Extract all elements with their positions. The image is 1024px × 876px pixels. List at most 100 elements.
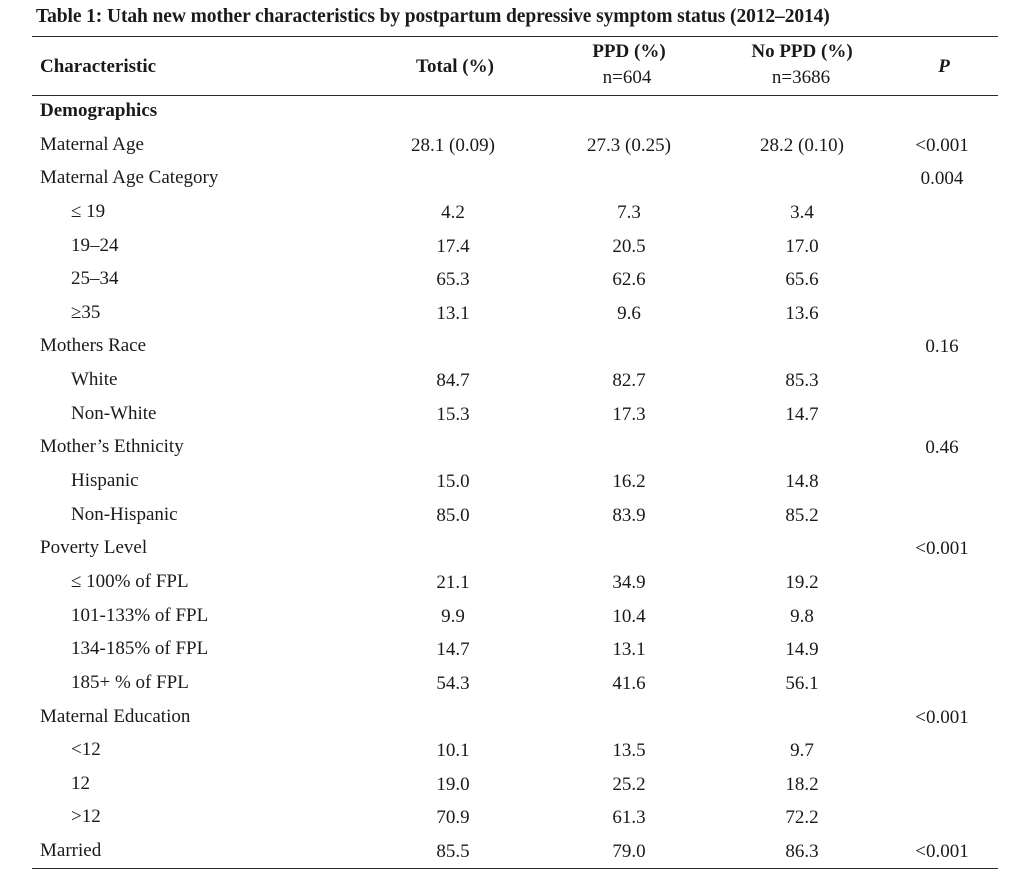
cell-noppd: 13.6: [785, 302, 819, 324]
cell-ppd: 41.6: [612, 672, 646, 694]
cell-ppd: 9.6: [617, 302, 641, 324]
cell-noppd: 19.2: [785, 571, 819, 593]
cell-ppd: 13.1: [612, 639, 646, 661]
cell-p: <0.001: [915, 134, 969, 156]
table-row: White 84.7 82.7 85.3: [0, 364, 1024, 398]
row-label: 134-185% of FPL: [71, 638, 209, 660]
row-label: 12: [71, 772, 90, 794]
cell-noppd: 28.2 (0.10): [760, 134, 844, 156]
cell-noppd: 14.9: [785, 639, 819, 661]
table-row: 101-133% of FPL 9.9 10.4 9.8: [0, 600, 1024, 634]
table-row: Mother’s Ethnicity 0.46: [0, 431, 1024, 465]
row-label: Mother’s Ethnicity: [40, 436, 184, 458]
table-row: 12 19.0 25.2 18.2: [0, 768, 1024, 802]
cell-noppd: 14.7: [785, 403, 819, 425]
cell-ppd: 13.5: [612, 740, 646, 762]
cell-noppd: 72.2: [785, 807, 819, 829]
row-label: Married: [40, 840, 102, 862]
top-rule: [32, 36, 998, 37]
cell-ppd: 62.6: [612, 269, 646, 291]
table-row: 134-185% of FPL 14.7 13.1 14.9: [0, 633, 1024, 667]
cell-ppd: 79.0: [612, 841, 646, 863]
cell-noppd: 17.0: [785, 235, 819, 257]
cell-noppd: 9.8: [790, 605, 814, 627]
row-label: 25–34: [71, 268, 119, 290]
table-row: Hispanic 15.0 16.2 14.8: [0, 465, 1024, 499]
cell-ppd: 17.3: [612, 403, 646, 425]
header-noppd: No PPD (%): [751, 41, 853, 62]
bottom-rule: [32, 868, 998, 869]
cell-total: 4.2: [441, 201, 465, 223]
cell-total: 13.1: [436, 302, 470, 324]
cell-ppd: 10.4: [612, 605, 646, 627]
header-ppd: PPD (%): [592, 41, 666, 62]
header-p: P: [938, 56, 950, 77]
header-total: Total (%): [416, 56, 494, 77]
cell-ppd: 16.2: [612, 471, 646, 493]
cell-ppd: 25.2: [612, 773, 646, 795]
cell-ppd: 61.3: [612, 807, 646, 829]
cell-noppd: 18.2: [785, 773, 819, 795]
header-noppd-n: n=3686: [771, 67, 831, 88]
table-row: Mothers Race 0.16: [0, 330, 1024, 364]
table-row: Poverty Level <0.001: [0, 532, 1024, 566]
cell-noppd: 85.2: [785, 504, 819, 526]
row-label: Mothers Race: [40, 335, 147, 357]
cell-p: <0.001: [915, 841, 969, 863]
cell-ppd: 82.7: [612, 370, 646, 392]
cell-total: 15.0: [436, 471, 470, 493]
cell-total: 28.1 (0.09): [411, 134, 495, 156]
table-row: Demographics: [0, 95, 1024, 129]
cell-ppd: 83.9: [612, 504, 646, 526]
cell-p: <0.001: [915, 538, 969, 560]
cell-p: 0.16: [925, 336, 959, 358]
cell-noppd: 9.7: [790, 740, 814, 762]
header-characteristic: Characteristic: [40, 56, 157, 77]
table-row: Maternal Age 28.1 (0.09) 27.3 (0.25) 28.…: [0, 129, 1024, 163]
cell-total: 85.5: [436, 841, 470, 863]
table-row: 25–34 65.3 62.6 65.6: [0, 263, 1024, 297]
cell-total: 65.3: [436, 269, 470, 291]
cell-noppd: 85.3: [785, 370, 819, 392]
cell-total: 15.3: [436, 403, 470, 425]
table-row: 185+ % of FPL 54.3 41.6 56.1: [0, 667, 1024, 701]
cell-total: 14.7: [436, 639, 470, 661]
cell-total: 84.7: [436, 370, 470, 392]
row-label: Demographics: [40, 100, 158, 121]
table-row: ≤ 100% of FPL 21.1 34.9 19.2: [0, 566, 1024, 600]
table-body: Demographics Maternal Age 28.1 (0.09) 27…: [0, 95, 1024, 869]
cell-noppd: 3.4: [790, 201, 814, 223]
cell-total: 54.3: [436, 672, 470, 694]
row-label: ≥35: [71, 301, 101, 323]
cell-total: 70.9: [436, 807, 470, 829]
row-label: Non-Hispanic: [71, 503, 178, 525]
row-label: Maternal Education: [40, 705, 191, 727]
row-label: 101-133% of FPL: [71, 604, 209, 626]
cell-total: 17.4: [436, 235, 470, 257]
table-row: <12 10.1 13.5 9.7: [0, 734, 1024, 768]
header-ppd-n: n=604: [602, 67, 652, 88]
row-label: ≤ 100% of FPL: [71, 570, 189, 592]
row-label: Non-White: [71, 402, 157, 424]
cell-p: <0.001: [915, 706, 969, 728]
row-label: Maternal Age Category: [40, 167, 219, 189]
row-label: <12: [71, 739, 101, 761]
cell-p: 0.004: [920, 168, 964, 190]
cell-ppd: 27.3 (0.25): [587, 134, 671, 156]
cell-total: 85.0: [436, 504, 470, 526]
table-row: Non-Hispanic 85.0 83.9 85.2: [0, 499, 1024, 533]
row-label: White: [71, 369, 118, 391]
row-label: Poverty Level: [40, 537, 148, 559]
cell-ppd: 34.9: [612, 571, 646, 593]
table-row: 19–24 17.4 20.5 17.0: [0, 230, 1024, 264]
row-label: 19–24: [71, 234, 119, 256]
table-title: Table 1: Utah new mother characteristics…: [36, 6, 830, 27]
table-row: Maternal Education <0.001: [0, 701, 1024, 735]
row-label: 185+ % of FPL: [71, 671, 189, 693]
cell-total: 9.9: [441, 605, 465, 627]
table-row: ≤ 19 4.2 7.3 3.4: [0, 196, 1024, 230]
cell-total: 21.1: [436, 571, 470, 593]
table-row: Non-White 15.3 17.3 14.7: [0, 398, 1024, 432]
row-label: >12: [71, 806, 101, 828]
